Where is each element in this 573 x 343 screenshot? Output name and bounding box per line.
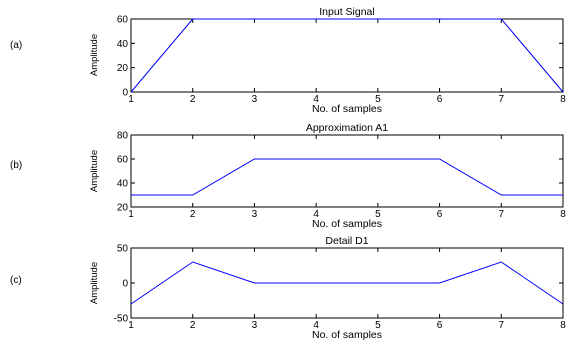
plot-area-c bbox=[130, 261, 564, 305]
y-tick-label-a: 60 bbox=[117, 15, 129, 26]
y-tick-label-a: 20 bbox=[117, 63, 129, 74]
x-tick-label-a: 3 bbox=[252, 94, 258, 105]
y-tick-label-b: 80 bbox=[117, 131, 129, 142]
x-tick-label-a: 5 bbox=[375, 94, 381, 105]
axes-box-a bbox=[130, 18, 564, 93]
y-axis-label-c: Amplitude bbox=[89, 262, 100, 304]
x-tick-label-b: 2 bbox=[190, 209, 196, 220]
y-tick-label-b: 60 bbox=[117, 155, 129, 166]
x-tick-label-b: 8 bbox=[560, 209, 566, 220]
chart-title-c: Detail D1 bbox=[325, 235, 368, 247]
y-tick-label-a: 0 bbox=[122, 88, 128, 99]
x-axis-label-b: No. of samples bbox=[312, 218, 382, 230]
ticks-a: 1 2 3 4 5 6 7 8 0 20 40 60 bbox=[117, 15, 566, 106]
panel-label-b: (b) bbox=[10, 160, 22, 171]
x-axis-label-c: No. of samples bbox=[312, 329, 382, 341]
y-axis-label-a: Amplitude bbox=[89, 34, 100, 76]
x-tick-label-c: 2 bbox=[190, 320, 196, 331]
x-tick-label-a: 7 bbox=[499, 94, 505, 105]
panel-label-a: (a) bbox=[10, 40, 22, 51]
x-tick-label-b: 5 bbox=[375, 209, 381, 220]
plot-area-b bbox=[131, 158, 563, 196]
chart-title-a: Input Signal bbox=[319, 6, 374, 18]
x-tick-label-c: 3 bbox=[252, 320, 258, 331]
series-line-a bbox=[130, 18, 564, 93]
x-tick-label-c: 6 bbox=[437, 320, 443, 331]
x-tick-label-b: 3 bbox=[252, 209, 258, 220]
x-tick-label-c: 4 bbox=[313, 320, 319, 331]
panel-label-c: (c) bbox=[10, 275, 22, 286]
plot-area-a bbox=[130, 18, 564, 93]
x-tick-label-a: 2 bbox=[190, 94, 196, 105]
series-line-b bbox=[131, 158, 563, 196]
series-line-c bbox=[130, 261, 564, 305]
subplot-c: (c) Detail D1 No. of samples Amplitude 1… bbox=[10, 235, 566, 341]
x-tick-label-b: 6 bbox=[437, 209, 443, 220]
x-tick-label-c: 1 bbox=[128, 320, 134, 331]
y-tick-label-a: 40 bbox=[117, 39, 129, 50]
axes-box-b bbox=[130, 134, 564, 208]
x-tick-label-b: 4 bbox=[313, 209, 319, 220]
x-axis-label-a: No. of samples bbox=[312, 103, 382, 115]
x-tick-label-b: 1 bbox=[128, 209, 134, 220]
x-tick-label-a: 1 bbox=[128, 94, 134, 105]
x-tick-label-c: 8 bbox=[560, 320, 566, 331]
x-tick-label-a: 8 bbox=[560, 94, 566, 105]
x-tick-label-c: 5 bbox=[375, 320, 381, 331]
subplot-a: (a) Input Signal No. of samples Amplitud… bbox=[10, 6, 566, 115]
x-tick-label-a: 6 bbox=[437, 94, 443, 105]
chart-title-b: Approximation A1 bbox=[306, 122, 388, 134]
y-tick-label-c: -50 bbox=[114, 314, 129, 325]
ticks-b: 1 2 3 4 5 6 7 8 20 40 60 80 bbox=[117, 131, 566, 221]
subplot-b: (b) Approximation A1 No. of samples Ampl… bbox=[10, 122, 566, 230]
y-tick-label-c: 50 bbox=[117, 244, 129, 255]
y-tick-label-b: 40 bbox=[117, 179, 129, 190]
y-tick-label-b: 20 bbox=[117, 203, 129, 214]
y-axis-label-b: Amplitude bbox=[89, 150, 100, 192]
x-tick-label-a: 4 bbox=[313, 94, 319, 105]
ticks-c: 1 2 3 4 5 6 7 8 -50 0 50 bbox=[114, 244, 567, 332]
y-tick-label-c: 0 bbox=[122, 279, 128, 290]
x-tick-label-b: 7 bbox=[499, 209, 505, 220]
x-tick-label-c: 7 bbox=[499, 320, 505, 331]
